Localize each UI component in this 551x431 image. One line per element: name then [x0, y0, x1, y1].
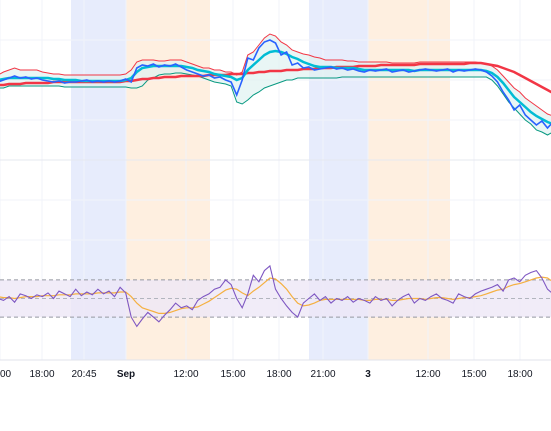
oscillator-line: [0, 264, 551, 328]
x-tick-label: 18:00: [29, 369, 54, 380]
price-line: [0, 39, 551, 130]
x-tick-label: 00: [0, 369, 12, 380]
x-tick-label: Sep: [117, 369, 135, 380]
band-fill-area: [0, 34, 551, 135]
x-tick-label: 3: [365, 369, 371, 380]
x-tick-label: 18:00: [266, 369, 291, 380]
x-tick-label: 15:00: [220, 369, 245, 380]
x-tick-label: 20:45: [71, 369, 96, 380]
oscillator-pane[interactable]: [0, 264, 551, 328]
main-pane[interactable]: [0, 33, 551, 136]
x-tick-label: 12:00: [173, 369, 198, 380]
upper-band-line: [0, 33, 551, 116]
x-tick-label: 18:00: [507, 369, 532, 380]
time-axis[interactable]: 00 18:00 20:45 Sep 12:00 15:00 18:00 21:00 3 12:0…: [0, 359, 551, 380]
lower-band-line: [0, 72, 551, 136]
x-tick-label: 21:00: [310, 369, 335, 380]
x-tick-label: 15:00: [461, 369, 486, 380]
x-tick-label: 12:00: [415, 369, 440, 380]
